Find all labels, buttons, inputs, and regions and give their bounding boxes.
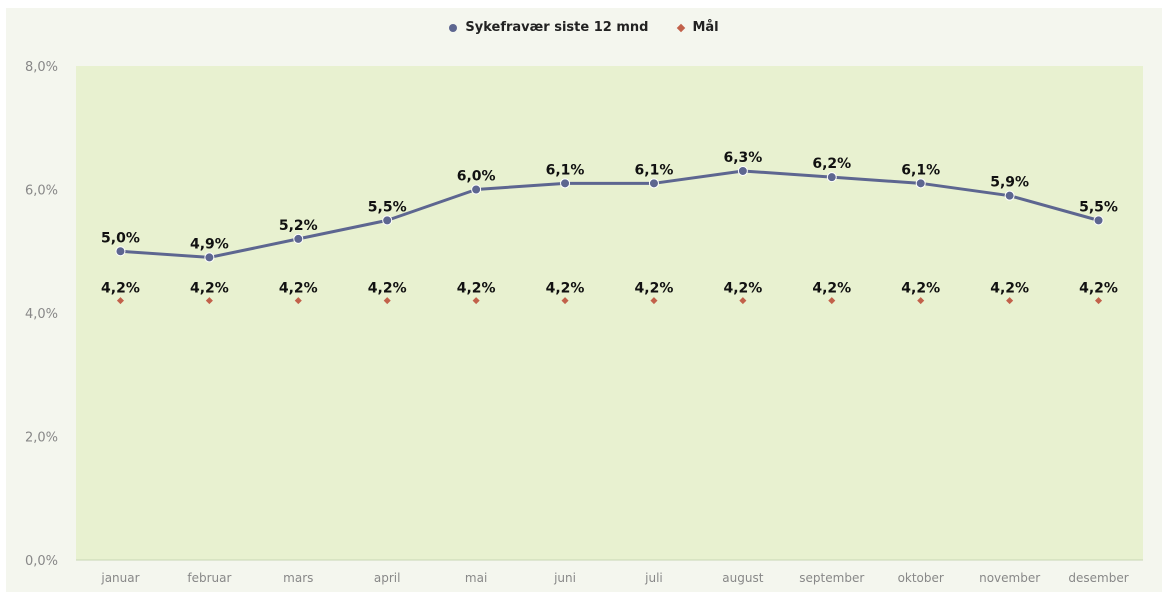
target-data-label: 4,2% (546, 281, 585, 297)
target-point (650, 297, 658, 305)
x-tick-label: august (722, 571, 763, 585)
target-point (383, 297, 391, 305)
target-point (472, 297, 480, 305)
absence-data-label: 6,1% (546, 162, 585, 178)
absence-point (115, 246, 126, 257)
legend-label-target: Mål (692, 20, 719, 35)
target-data-label: 4,2% (457, 281, 496, 297)
target-data-label: 4,2% (812, 281, 851, 297)
x-tick-label: desember (1068, 571, 1128, 585)
target-data-label: 4,2% (190, 281, 229, 297)
y-tick-label: 8,0% (25, 60, 58, 75)
absence-point (560, 178, 571, 189)
absence-data-label: 6,0% (457, 169, 496, 185)
absence-data-label: 6,3% (723, 150, 762, 166)
legend-item-target: Mål (677, 20, 719, 35)
x-tick-label: juni (553, 571, 576, 585)
target-data-label: 4,2% (1079, 281, 1118, 297)
absence-data-label: 5,9% (990, 175, 1029, 191)
absence-data-label: 5,5% (1079, 199, 1118, 215)
absence-point (915, 178, 926, 189)
y-tick-label: 4,0% (25, 307, 58, 322)
absence-data-label: 5,0% (101, 230, 140, 246)
absence-point (204, 252, 215, 263)
target-data-label: 4,2% (101, 281, 140, 297)
target-data-label: 4,2% (990, 281, 1029, 297)
series-line-absence (120, 169, 1099, 259)
x-tick-label: oktober (898, 571, 944, 585)
absence-point (1093, 215, 1104, 226)
absence-data-label: 6,2% (812, 156, 851, 172)
chart-legend: Sykefravær siste 12 mnd Mål (6, 20, 1162, 35)
absence-point (293, 233, 304, 244)
y-tick-label: 2,0% (25, 431, 58, 446)
x-tick-label: april (374, 571, 401, 585)
absence-data-label: 6,1% (901, 162, 940, 178)
plot-area (76, 66, 1143, 560)
legend-label-absence: Sykefravær siste 12 mnd (465, 20, 649, 35)
x-tick-label: september (799, 571, 864, 585)
absence-data-label: 5,5% (368, 199, 407, 215)
x-tick-label: juli (644, 571, 663, 585)
x-tick-label: januar (100, 571, 139, 585)
target-point (828, 297, 836, 305)
target-point (917, 297, 925, 305)
target-point (116, 297, 124, 305)
target-point (294, 297, 302, 305)
x-tick-label: november (979, 571, 1040, 585)
x-tick-label: mai (465, 571, 487, 585)
target-data-label: 4,2% (635, 281, 674, 297)
absence-data-label: 5,2% (279, 218, 318, 234)
absence-point (382, 215, 393, 226)
y-tick-label: 6,0% (25, 184, 58, 199)
target-point (1006, 297, 1014, 305)
absence-point (471, 184, 482, 195)
target-point (561, 297, 569, 305)
legend-item-absence: Sykefravær siste 12 mnd (449, 20, 648, 35)
x-tick-label: februar (187, 571, 231, 585)
target-point (205, 297, 213, 305)
absence-point (737, 165, 748, 176)
absence-data-label: 6,1% (635, 162, 674, 178)
target-data-label: 4,2% (368, 281, 407, 297)
target-data-label: 4,2% (279, 281, 318, 297)
absence-point (826, 172, 837, 183)
absence-point (648, 178, 659, 189)
target-data-label: 4,2% (901, 281, 940, 297)
absence-point (1004, 190, 1015, 201)
target-data-label: 4,2% (723, 281, 762, 297)
y-tick-label: 0,0% (25, 554, 58, 569)
legend-swatch-absence (449, 23, 458, 32)
absence-data-label: 4,9% (190, 236, 229, 252)
x-tick-label: mars (283, 571, 313, 585)
target-point (739, 297, 747, 305)
